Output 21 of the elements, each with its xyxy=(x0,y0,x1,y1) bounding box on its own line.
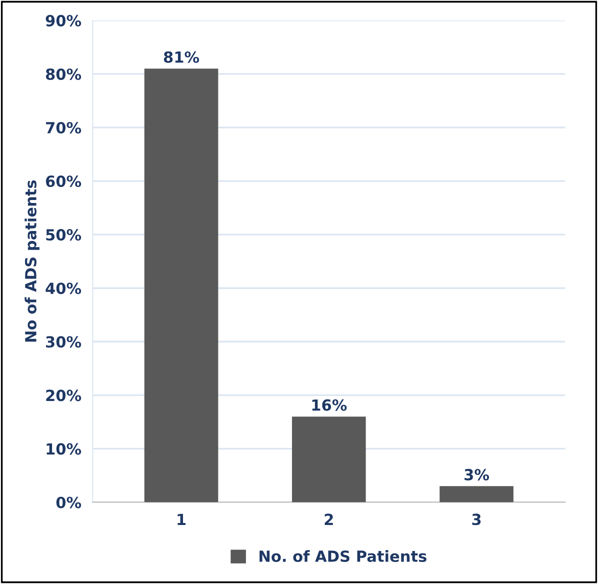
legend-label: No. of ADS Patients xyxy=(260,550,426,562)
data-label: 3% xyxy=(464,468,490,480)
data-label: 16% xyxy=(312,399,347,411)
y-tick-label: 20% xyxy=(46,390,82,402)
y-axis-title: No of ADS patients xyxy=(24,180,40,342)
y-tick-label: 40% xyxy=(46,282,82,294)
bar xyxy=(440,486,514,502)
y-tick-label: 80% xyxy=(46,68,82,80)
y-tick-label: 50% xyxy=(46,229,82,241)
bar xyxy=(292,416,366,502)
y-tick-label: 60% xyxy=(46,176,82,188)
y-tick-label: 90% xyxy=(46,14,82,26)
y-tick-label: 70% xyxy=(46,122,82,134)
x-tick-label: 3 xyxy=(472,514,481,526)
x-tick-label: 1 xyxy=(178,514,186,525)
y-tick-label: 30% xyxy=(46,336,82,348)
x-tick-label: 2 xyxy=(324,514,333,525)
y-tick-label: 10% xyxy=(46,443,82,455)
data-label: 81% xyxy=(164,51,200,63)
y-tick-label: 0% xyxy=(56,496,82,508)
bar xyxy=(144,68,218,502)
